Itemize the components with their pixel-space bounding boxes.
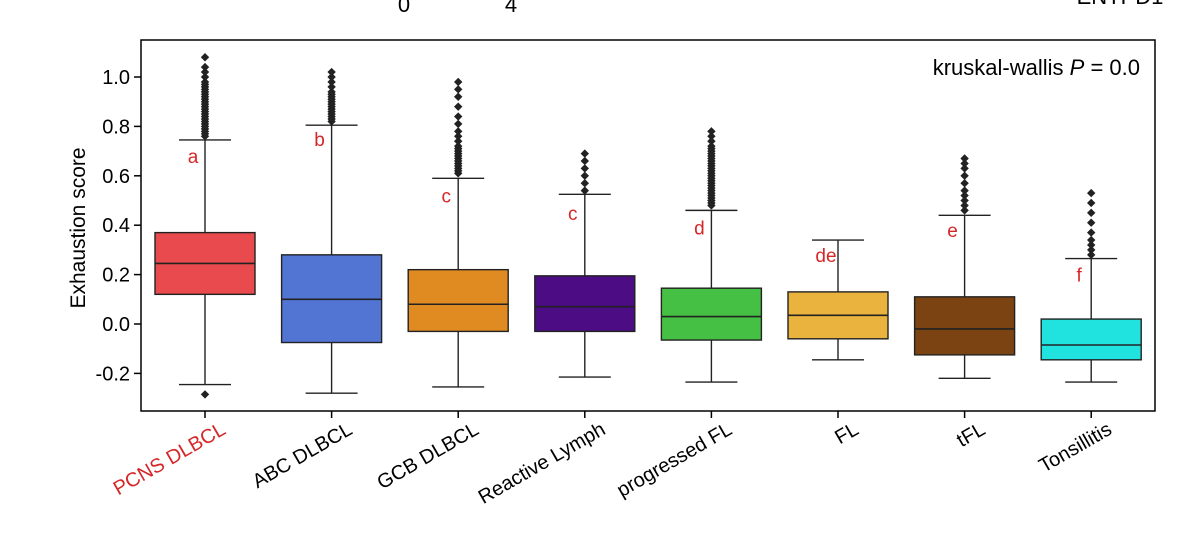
box-tonsillitis-outlier (1087, 198, 1096, 208)
box-gcb-dlbcl-outlier (454, 85, 463, 94)
box-reactive-lymph (534, 275, 636, 333)
box-abc-dlbcl-significance-letter: b (314, 130, 325, 151)
box-tfl-outlier (960, 191, 969, 200)
box-tonsillitis-outlier (1087, 250, 1096, 260)
x-tick-label: progressed FL (613, 418, 736, 502)
x-tick-label: ABC DLBCL (249, 418, 356, 493)
x-tick-label: Tonsillitis (1035, 418, 1115, 477)
box-reactive-lymph-outlier (580, 179, 589, 188)
box-gcb-dlbcl-outlier (454, 92, 463, 101)
box-gcb-dlbcl-outlier (454, 132, 463, 141)
box-pcns-dlbcl-outlier (200, 62, 210, 72)
cropped-top-text-2: ENTPD1 (1077, 0, 1164, 9)
box-progressed-fl-outlier (707, 141, 716, 151)
box-tfl-outlier (960, 171, 969, 180)
box-tonsillitis-significance-letter: f (1077, 266, 1083, 287)
box-tfl-outlier (960, 179, 969, 188)
box-reactive-lymph-outlier (580, 171, 589, 180)
box-pcns-dlbcl-outlier (200, 53, 210, 62)
box-tfl-outlier (960, 196, 969, 205)
box-abc-dlbcl-outlier (327, 82, 336, 92)
box-tonsillitis (1040, 318, 1142, 361)
box-tonsillitis-outlier (1087, 240, 1096, 250)
box-abc-dlbcl-outlier (327, 87, 336, 97)
cropped-top-text-1: 4 (505, 0, 517, 17)
box-tfl-outlier (960, 206, 969, 215)
y-tick-label: 1.0 (102, 67, 130, 89)
box-tonsillitis-outlier (1087, 188, 1096, 198)
box-pcns-dlbcl-outlier (200, 390, 210, 399)
box-reactive-lymph-outlier (580, 164, 589, 173)
box-pcns-dlbcl-significance-letter: a (188, 147, 199, 168)
x-tick-label: PCNS DLBCL (110, 418, 230, 500)
box-gcb-dlbcl-significance-letter: c (441, 187, 451, 208)
x-tick-label: Reactive Lymph (475, 418, 610, 508)
box-gcb-dlbcl-outlier (454, 112, 463, 121)
box-gcb-dlbcl-outlier (454, 127, 463, 136)
box-tfl-outlier (960, 186, 969, 195)
box-gcb-dlbcl-outlier (454, 141, 463, 151)
x-tick-label: GCB DLBCL (374, 418, 483, 494)
box-abc-dlbcl-outlier (327, 67, 336, 77)
plot-layer: a b c c d de e f (154, 53, 1142, 399)
box-tonsillitis-outlier (1087, 228, 1096, 237)
box-progressed-fl-significance-letter: d (694, 219, 705, 240)
box-gcb-dlbcl-outlier (454, 119, 463, 129)
y-tick-label: 0.8 (102, 116, 130, 138)
y-tick-label: 0.6 (102, 166, 130, 188)
box-tonsillitis-outlier (1087, 245, 1096, 255)
box-tonsillitis-outlier (1087, 208, 1096, 218)
cropped-top-text-0: 0 (398, 0, 410, 17)
box-progressed-fl-outlier (707, 137, 716, 146)
box-tfl-outlier (960, 154, 969, 163)
y-tick-label: 0.0 (102, 314, 130, 336)
box-abc-dlbcl-outlier (327, 77, 336, 87)
y-tick-label: 0.4 (102, 215, 130, 237)
box-tonsillitis-outlier (1087, 235, 1096, 245)
box-gcb-dlbcl-outlier (454, 137, 463, 146)
x-tick-label: tFL (953, 418, 989, 452)
y-tick-label: -0.2 (96, 363, 130, 385)
annotation-stat-symbol: P (1070, 55, 1085, 80)
annotation-suffix: = 0.0 (1084, 55, 1140, 80)
box-tfl-outlier (960, 201, 969, 210)
box-tfl-outlier (960, 159, 969, 168)
box-progressed-fl (660, 287, 763, 341)
box-fl-significance-letter: de (815, 246, 836, 267)
annotation-prefix: kruskal-wallis (933, 55, 1070, 80)
box-tfl-significance-letter: e (947, 221, 958, 242)
box-progressed-fl-outlier (707, 127, 716, 136)
kruskal-wallis-annotation: kruskal-wallis P = 0.0 (933, 55, 1140, 80)
box-reactive-lymph-outlier (580, 149, 589, 158)
box-reactive-lymph-outlier (580, 186, 589, 195)
y-axis-label: Exhaustion score (67, 147, 90, 308)
box-tonsillitis-outlier (1087, 218, 1096, 227)
box-pcns-dlbcl-outlier (200, 67, 210, 77)
box-tfl (913, 296, 1016, 356)
box-reactive-lymph-outlier (580, 156, 589, 166)
box-pcns-dlbcl-outlier (200, 72, 210, 82)
box-pcns-dlbcl-outlier (200, 77, 210, 87)
box-gcb-dlbcl-outlier (454, 77, 463, 87)
x-tick-label: FL (831, 418, 862, 449)
box-abc-dlbcl-outlier (327, 72, 336, 82)
box-reactive-lymph-significance-letter: c (568, 204, 578, 225)
box-tfl-outlier (960, 164, 969, 173)
y-tick-label: 0.2 (102, 265, 130, 287)
box-gcb-dlbcl-outlier (454, 102, 463, 111)
box-progressed-fl-outlier (707, 132, 716, 141)
box-gcb-dlbcl (407, 268, 509, 333)
